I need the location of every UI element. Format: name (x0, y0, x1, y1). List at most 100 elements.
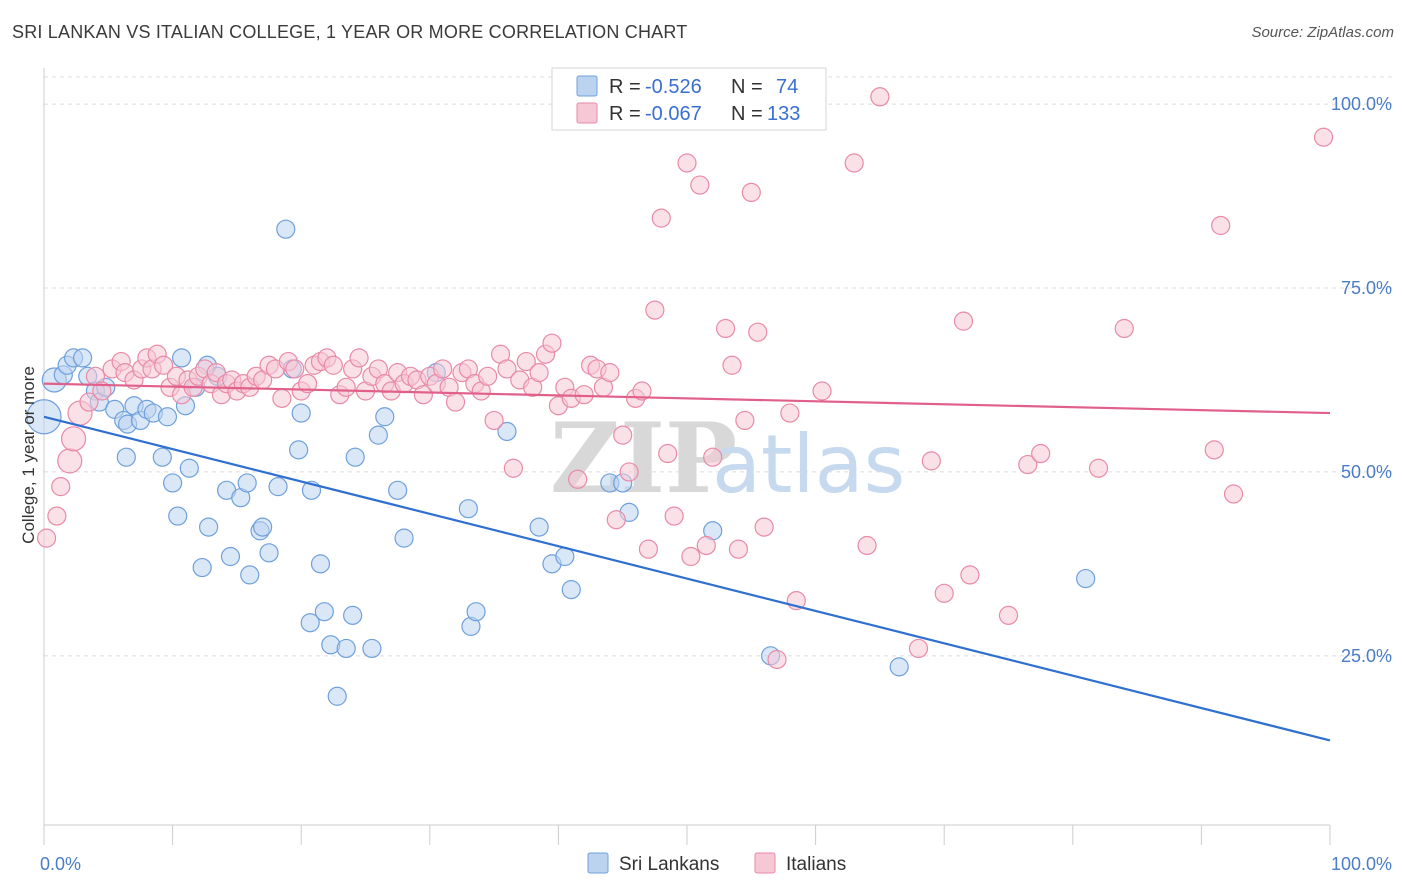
italian-point (445, 392, 466, 412)
italian-point (298, 374, 318, 394)
y-tick-label: 25.0% (1341, 646, 1392, 666)
italian-trend-line (43, 382, 1331, 415)
legend-swatch-sri-lankans (576, 75, 598, 97)
legend-r-value: -0.067 (645, 103, 702, 125)
legend-r-value: -0.526 (645, 76, 702, 98)
italian-point (1088, 458, 1109, 478)
italian-point (529, 363, 549, 383)
sri-lankan-point (1076, 568, 1096, 589)
italian-point (323, 355, 343, 375)
sri-lankan-point (220, 546, 241, 567)
italian-point (690, 175, 710, 195)
italian-point (651, 208, 671, 228)
italian-point (748, 322, 768, 342)
legend-n-value: 133 (767, 103, 800, 125)
sri-lankan-point (172, 348, 192, 368)
italian-point (60, 426, 87, 452)
italian-point (857, 535, 877, 556)
italian-point (272, 388, 292, 408)
italian-point (619, 462, 639, 482)
sri-lankan-point (368, 425, 388, 445)
sri-lankan-point (259, 543, 279, 563)
italian-point (735, 410, 755, 431)
italian-point (516, 351, 536, 372)
italian-point (632, 381, 652, 401)
legend-r-label: R = (609, 103, 641, 125)
italian-point (908, 638, 929, 659)
italian-point (79, 392, 99, 412)
sri-lankan-point (529, 517, 549, 537)
italian-point (696, 535, 716, 556)
italian-point (1204, 440, 1224, 460)
italian-point (413, 385, 433, 405)
italian-point (934, 583, 954, 603)
bottom-legend-swatch-sri-lankans (587, 852, 609, 874)
legend-n-label: N = (731, 103, 763, 125)
sri-lankan-trend-line (43, 415, 1331, 742)
italian-point (812, 381, 832, 401)
italian-point (497, 359, 517, 379)
bottom-legend-label-italians: Italians (786, 854, 846, 875)
sri-lankan-point (343, 605, 363, 625)
italian-point (478, 366, 498, 386)
italian-point (953, 311, 974, 331)
italian-point (568, 469, 588, 489)
italian-point (638, 539, 659, 559)
sri-lankan-point (168, 506, 188, 526)
italian-point (1031, 443, 1051, 464)
sri-lankan-point (253, 517, 273, 537)
source-label: Source: ZipAtlas.com (1251, 24, 1394, 41)
italian-point (92, 381, 112, 401)
sri-lankan-point (466, 602, 486, 622)
italian-point (645, 300, 665, 320)
italian-point (870, 87, 890, 107)
axes (43, 68, 1331, 845)
sri-lankan-point (561, 580, 581, 600)
sri-lankan-point (152, 447, 172, 467)
italian-point (1114, 318, 1134, 339)
y-tick-label: 75.0% (1341, 278, 1392, 298)
sri-lankan-point (291, 403, 311, 423)
italian-point (1018, 454, 1038, 475)
sri-lankan-point (362, 638, 382, 659)
italian-point (613, 425, 633, 445)
sri-lankan-point (163, 473, 183, 493)
legend-n-label: N = (731, 76, 763, 98)
italian-point (703, 447, 723, 467)
sri-lankan-point (375, 407, 395, 427)
italian-point (47, 506, 67, 526)
x-tick-label: 0.0% (40, 854, 81, 874)
sri-lankan-point (345, 447, 365, 467)
watermark: ZIP atlas (550, 402, 905, 515)
italian-point (606, 510, 626, 530)
italian-point (484, 410, 504, 431)
sri-lankan-point (289, 440, 309, 460)
trend-lines (43, 382, 1331, 742)
tick-labels: 25.0% 50.0% 75.0% 100.0% 0.0% 100.0% (40, 94, 1392, 874)
sri-lankan-point (157, 407, 178, 427)
italian-point (503, 458, 523, 478)
italian-point (285, 359, 305, 379)
italian-point (1211, 215, 1231, 236)
sri-lankan-point (237, 473, 257, 493)
italian-point (574, 385, 594, 405)
italian-point (664, 506, 684, 526)
italian-point (998, 605, 1019, 625)
sri-lankan-point (458, 499, 478, 519)
sri-lankan-point (388, 480, 408, 500)
legend-box (551, 67, 827, 131)
legend: R = -0.526 N = 74 R = -0.067 N = 133 (551, 67, 827, 131)
watermark-atlas: atlas (712, 418, 905, 511)
data-points (26, 87, 1334, 706)
italian-point (921, 451, 941, 471)
sri-lankan-point (327, 686, 347, 706)
italian-point (542, 333, 562, 353)
italian-point (960, 565, 980, 585)
bottom-legend-swatch-italians (754, 852, 776, 874)
sri-lankan-point (300, 613, 320, 633)
italian-point (681, 546, 701, 567)
legend-r-label: R = (609, 76, 641, 98)
sri-lankan-point (179, 458, 199, 478)
italian-point (754, 517, 774, 537)
chart-title: SRI LANKAN VS ITALIAN COLLEGE, 1 YEAR OR… (12, 22, 688, 42)
